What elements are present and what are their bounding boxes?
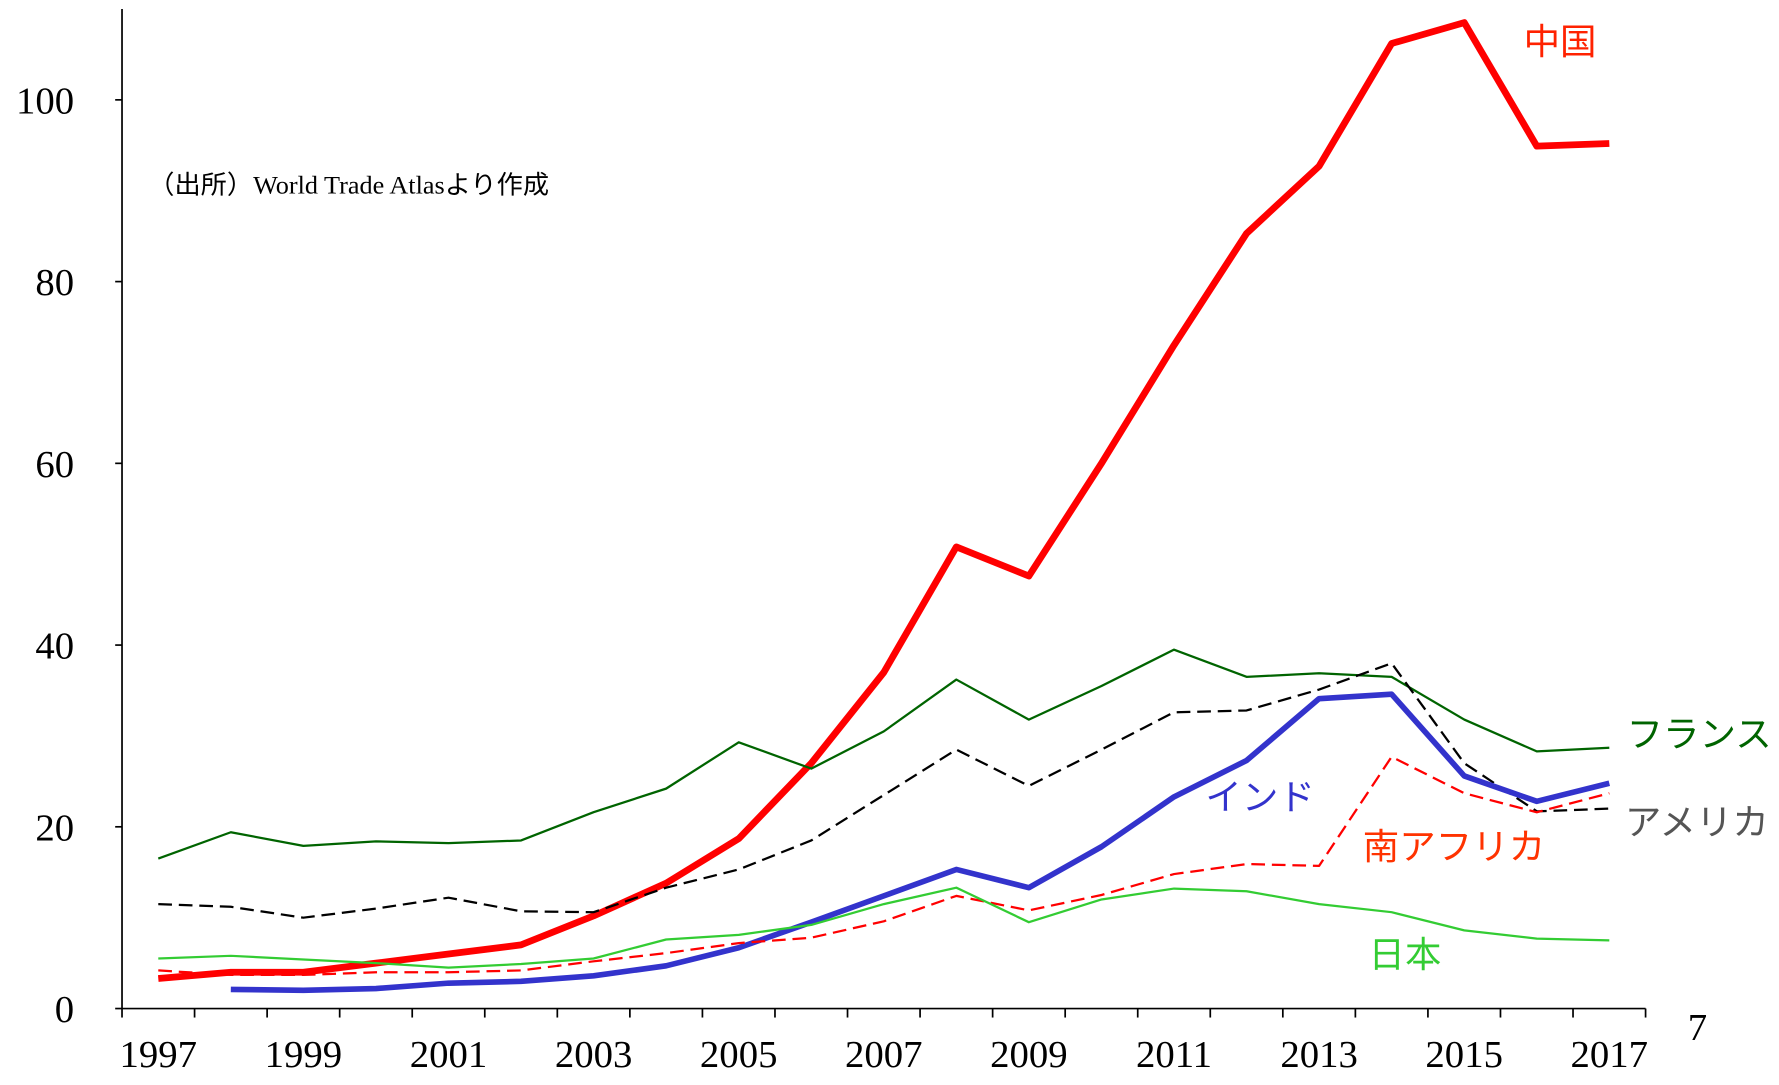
x-tick-label: 1999	[265, 1034, 343, 1076]
series-line	[158, 886, 1610, 969]
y-tick-label: 20	[35, 808, 74, 850]
y-tick-label: 0	[55, 989, 74, 1031]
x-tick-label: 2015	[1425, 1034, 1503, 1076]
series-line	[158, 755, 1610, 977]
series-label: インド	[1205, 776, 1314, 819]
x-tick-label: 2003	[555, 1034, 633, 1076]
x-tick-label: 2011	[1136, 1034, 1212, 1076]
x-tick-label: 2001	[410, 1034, 488, 1076]
x-tick-label: 2013	[1280, 1034, 1358, 1076]
y-tick-label: 80	[35, 262, 74, 304]
y-tick-label: 60	[35, 444, 74, 486]
source-note: （出所）World Trade Atlasより作成	[148, 171, 549, 200]
series-line	[157, 648, 1610, 860]
x-tick-label: 2005	[700, 1034, 778, 1076]
x-tick-label: 2007	[845, 1034, 923, 1076]
x-tick-label: 2009	[990, 1034, 1068, 1076]
series-line	[158, 662, 1610, 919]
annotation: 7	[1688, 1007, 1707, 1049]
series-label: フランス	[1627, 713, 1772, 756]
x-tick-label: 1997	[120, 1034, 198, 1076]
series-line	[230, 691, 1611, 994]
series-label: アメリカ	[1625, 801, 1769, 844]
series-label: 中国	[1524, 20, 1597, 63]
series-label: 日本	[1368, 933, 1441, 976]
x-tick-label: 2017	[1571, 1034, 1649, 1076]
y-tick-label: 100	[16, 81, 74, 123]
series-label: 南アフリカ	[1363, 825, 1545, 868]
series-line	[157, 19, 1610, 982]
y-tick-label: 40	[35, 626, 74, 668]
